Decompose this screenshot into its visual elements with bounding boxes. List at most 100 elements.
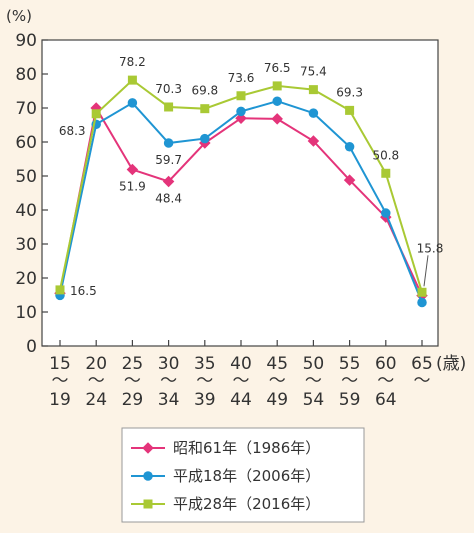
data-point-circle [127, 98, 138, 108]
series-layer [54, 75, 428, 308]
legend-item: 平成18年（2006年） [131, 467, 320, 485]
axes: 010203040506070809015～1920～2425～2930～343… [15, 31, 466, 410]
x-tick-label-end: 19 [49, 390, 71, 410]
data-point-circle [200, 133, 210, 144]
data-point-diamond [271, 113, 283, 125]
x-tick-label-end: 24 [85, 390, 107, 410]
data-label: 73.6 [228, 71, 255, 85]
x-tick-label-start: 50 [303, 354, 325, 374]
legend-label: 平成18年（2006年） [173, 467, 320, 485]
data-label: 68.3 [59, 124, 86, 138]
x-tick-label-start: 45 [266, 354, 288, 374]
data-point-square [417, 287, 427, 297]
data-point-square [272, 81, 282, 91]
y-tick-label: 30 [15, 235, 37, 255]
legend-label: 平成28年（2016年） [173, 495, 320, 513]
x-tick-label-start: 55 [339, 354, 361, 374]
data-label: 51.9 [119, 180, 146, 194]
x-tick-range-mark: ～ [414, 371, 431, 391]
x-tick-label-start: 60 [375, 354, 397, 374]
data-point-square [381, 168, 391, 178]
x-tick-label-end: 49 [266, 390, 288, 410]
y-tick-label: 10 [15, 303, 37, 323]
data-point-square [127, 75, 137, 85]
x-tick-label-end: 34 [158, 390, 180, 410]
y-axis-unit-label: (%) [6, 7, 32, 25]
x-tick-label-start: 40 [230, 354, 252, 374]
x-tick-label-end: 59 [339, 390, 361, 410]
y-tick-label: 80 [15, 65, 37, 85]
data-point-circle [381, 208, 391, 218]
x-tick-label-start: 30 [158, 354, 180, 374]
legend-marker-square [143, 499, 153, 509]
data-point-diamond [307, 135, 320, 147]
x-tick-range-mark: ～ [124, 371, 141, 391]
x-axis-unit-label: (歳) [436, 354, 466, 374]
x-tick-range-mark: ～ [269, 371, 286, 391]
data-label: 16.5 [70, 284, 97, 298]
data-point-square [200, 104, 210, 114]
data-label: 59.7 [155, 153, 182, 167]
y-tick-label: 50 [15, 167, 37, 187]
x-tick-label-start: 20 [85, 354, 107, 374]
data-label: 15.8 [417, 241, 444, 255]
x-tick-range-mark: ～ [377, 371, 394, 391]
y-tick-label: 40 [15, 201, 37, 221]
data-point-diamond [235, 112, 247, 124]
x-tick-label-end: 64 [375, 390, 397, 410]
data-point-circle [308, 108, 319, 118]
x-tick-label-end: 29 [122, 390, 144, 410]
data-labels: 51.9 48.4 59.7 16.5 68.3 78.2 70.3 69.8 73.6 76.5… [59, 55, 444, 298]
data-point-circle [417, 297, 427, 308]
legend-marker-circle [143, 471, 153, 481]
data-point-diamond [162, 175, 175, 188]
legend-item: 昭和61年（1986年） [131, 439, 320, 457]
data-label: 48.4 [155, 191, 182, 205]
series-square [55, 75, 427, 297]
x-tick-label-end: 44 [230, 390, 252, 410]
data-point-square [91, 109, 101, 119]
plot-background [42, 40, 438, 346]
data-point-circle [272, 96, 282, 106]
data-label-leader [423, 255, 429, 287]
data-point-circle [344, 142, 355, 152]
legend-label: 昭和61年（1986年） [173, 439, 320, 457]
x-tick-label-start: 65 [411, 354, 433, 374]
data-point-square [236, 91, 246, 101]
plot-frame [41, 39, 439, 347]
x-tick-range-mark: ～ [341, 371, 358, 391]
data-label: 69.8 [191, 84, 218, 98]
data-point-diamond [343, 174, 356, 186]
x-tick-label-end: 54 [303, 390, 325, 410]
legend: 昭和61年（1986年） 平成18年（2006年） 平成28年（2016年） [121, 427, 365, 523]
x-tick-range-mark: ～ [196, 371, 213, 391]
data-point-square [164, 102, 174, 112]
data-label: 69.3 [336, 85, 363, 99]
x-tick-label-start: 35 [194, 354, 216, 374]
y-tick-label: 0 [26, 337, 37, 357]
x-tick-range-mark: ～ [160, 371, 177, 391]
x-tick-range-mark: ～ [88, 371, 105, 391]
x-tick-label-end: 39 [194, 390, 216, 410]
y-tick-label: 90 [15, 31, 37, 51]
data-point-diamond [126, 163, 139, 176]
x-tick-range-mark: ～ [52, 371, 69, 391]
data-label: 78.2 [119, 55, 146, 69]
legend-marker-diamond [142, 442, 154, 454]
data-label: 75.4 [300, 65, 327, 79]
y-tick-label: 70 [15, 99, 37, 119]
data-label: 70.3 [155, 82, 182, 96]
data-point-square [308, 85, 318, 95]
y-tick-label: 20 [15, 269, 37, 289]
data-point-square [345, 105, 355, 115]
data-label: 50.8 [372, 148, 399, 162]
data-label: 76.5 [264, 61, 291, 75]
x-tick-range-mark: ～ [233, 371, 250, 391]
x-tick-range-mark: ～ [305, 371, 322, 391]
series-circle [55, 96, 427, 308]
data-point-circle [163, 138, 174, 148]
x-tick-label-start: 25 [122, 354, 144, 374]
data-point-circle [236, 106, 246, 117]
